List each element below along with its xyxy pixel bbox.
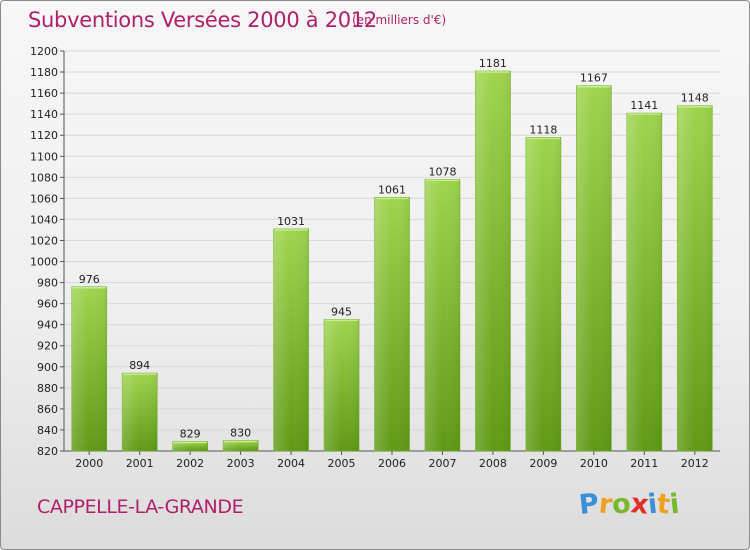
data-label: 1031 bbox=[277, 215, 305, 228]
x-tick-label: 2005 bbox=[328, 457, 356, 470]
x-tick-label: 2010 bbox=[580, 457, 608, 470]
chart-subtitle: (en milliers d'€) bbox=[352, 13, 447, 27]
y-tick-label: 1080 bbox=[30, 171, 58, 184]
x-tick-label: 2001 bbox=[126, 457, 154, 470]
y-tick-label: 880 bbox=[37, 382, 58, 395]
data-labels: 976 894 829 830 1031 945 1061 1078 1181 1118 1167 1… bbox=[79, 57, 709, 441]
x-tick-label: 2006 bbox=[378, 457, 406, 470]
bar-shine bbox=[71, 286, 107, 451]
y-tick-label: 1140 bbox=[30, 108, 58, 121]
y-tick-label: 1200 bbox=[30, 45, 58, 58]
y-tick-label: 1100 bbox=[30, 150, 58, 163]
y-tick-label: 940 bbox=[37, 319, 58, 332]
data-label: 830 bbox=[230, 426, 251, 439]
commune-name: CAPPELLE-LA-GRANDE bbox=[37, 496, 244, 518]
y-tick-label: 820 bbox=[37, 445, 58, 458]
data-label: 829 bbox=[180, 428, 201, 441]
data-label: 894 bbox=[129, 359, 150, 372]
x-tick-label: 2007 bbox=[428, 457, 456, 470]
bar-shine bbox=[172, 441, 208, 451]
y-tick-label: 920 bbox=[37, 340, 58, 353]
axes: 820 840 860 880 900 920 940 960 980 1000 1020 1040 1… bbox=[30, 45, 720, 470]
data-label: 1078 bbox=[428, 165, 456, 178]
chart-title: Subventions Versées 2000 à 2012 bbox=[28, 8, 377, 32]
bar-shine bbox=[677, 105, 713, 451]
x-tick-label: 2012 bbox=[681, 457, 709, 470]
data-label: 1061 bbox=[378, 183, 406, 196]
data-label: 976 bbox=[79, 273, 100, 286]
y-tick-label: 1120 bbox=[30, 129, 58, 142]
data-label: 945 bbox=[331, 305, 352, 318]
x-tick-label: 2011 bbox=[630, 457, 658, 470]
y-tick-label: 1180 bbox=[30, 66, 58, 79]
logo-letter: i bbox=[668, 488, 682, 521]
y-tick-label: 900 bbox=[37, 361, 58, 374]
data-label: 1167 bbox=[580, 72, 608, 85]
data-label: 1181 bbox=[479, 57, 507, 70]
y-tick-label: 860 bbox=[37, 403, 58, 416]
bar-shine bbox=[525, 137, 561, 451]
y-tick-label: 1160 bbox=[30, 87, 58, 100]
data-label: 1141 bbox=[630, 99, 658, 112]
y-tick-label: 1060 bbox=[30, 192, 58, 205]
proxiti-logo: Proxiti bbox=[577, 488, 682, 521]
bars bbox=[71, 70, 713, 452]
x-tick-label: 2000 bbox=[75, 457, 103, 470]
bar-shine bbox=[374, 197, 410, 451]
y-tick-label: 980 bbox=[37, 277, 58, 290]
bar-shine bbox=[324, 319, 360, 451]
bar-shine bbox=[424, 179, 460, 451]
bar-shine bbox=[475, 71, 511, 451]
x-tick-label: 2009 bbox=[529, 457, 557, 470]
y-tick-label: 1020 bbox=[30, 234, 58, 247]
data-label: 1118 bbox=[529, 123, 557, 136]
x-tick-label: 2008 bbox=[479, 457, 507, 470]
y-tick-label: 840 bbox=[37, 424, 58, 437]
y-tick-label: 960 bbox=[37, 298, 58, 311]
y-tick-label: 1040 bbox=[30, 213, 58, 226]
x-tick-label: 2004 bbox=[277, 457, 305, 470]
y-tick-label: 1000 bbox=[30, 256, 58, 269]
x-tick-label: 2002 bbox=[176, 457, 204, 470]
bar-shine bbox=[576, 85, 612, 451]
x-tick-label: 2003 bbox=[227, 457, 255, 470]
bar-shine bbox=[273, 228, 309, 451]
bar-shine bbox=[122, 373, 158, 451]
data-label: 1148 bbox=[681, 92, 709, 105]
bar-shine bbox=[223, 440, 259, 451]
bar-shine bbox=[626, 113, 662, 452]
